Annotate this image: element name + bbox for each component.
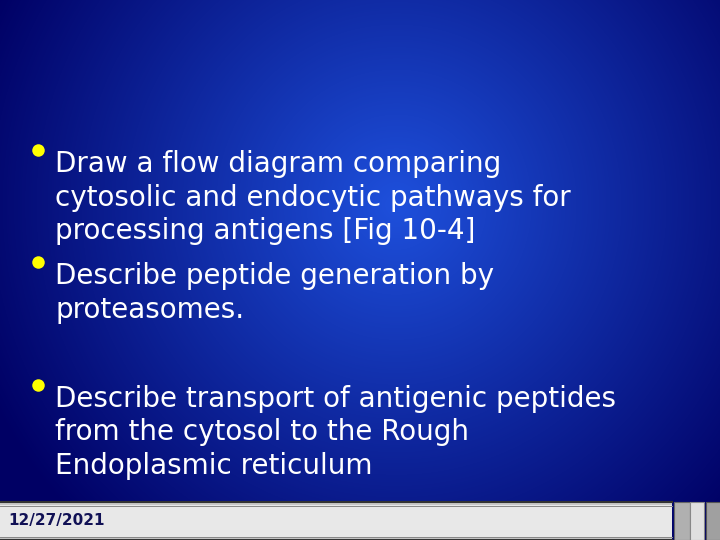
Text: Describe peptide generation by
proteasomes.: Describe peptide generation by proteasom… bbox=[55, 262, 494, 323]
Text: Describe transport of antigenic peptides
from the cytosol to the Rough
Endoplasm: Describe transport of antigenic peptides… bbox=[55, 385, 616, 480]
Bar bbox=[706, 502, 720, 540]
Bar bbox=[674, 502, 690, 540]
Bar bbox=[0, 502, 672, 540]
Text: 12/27/2021: 12/27/2021 bbox=[8, 514, 104, 529]
Bar bbox=[0, 505, 672, 537]
Text: Draw a flow diagram comparing
cytosolic and endocytic pathways for
processing an: Draw a flow diagram comparing cytosolic … bbox=[55, 150, 571, 245]
Bar bbox=[690, 502, 704, 540]
